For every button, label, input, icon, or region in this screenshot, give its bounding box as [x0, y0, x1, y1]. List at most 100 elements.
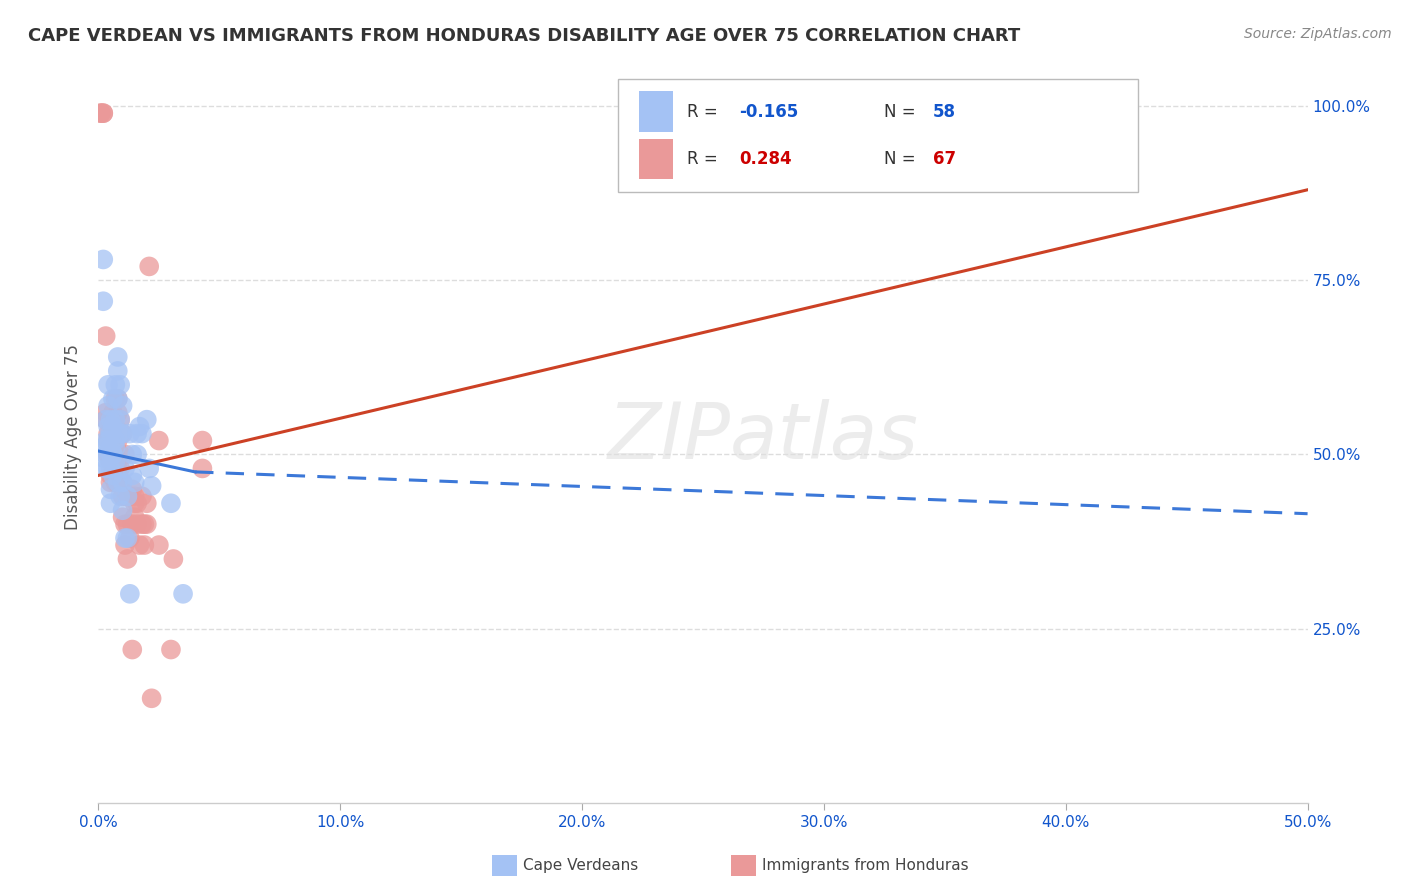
Point — [97, 448, 120, 462]
Point — [117, 552, 139, 566]
Point — [94, 434, 117, 448]
Point — [97, 434, 120, 448]
Point — [117, 531, 139, 545]
Point — [117, 489, 139, 503]
Point — [108, 426, 131, 441]
Point — [107, 475, 129, 490]
Point — [97, 419, 120, 434]
Point — [121, 642, 143, 657]
Point — [94, 406, 117, 420]
Point — [134, 538, 156, 552]
Point — [91, 106, 114, 120]
Point — [97, 448, 120, 462]
Point — [100, 468, 122, 483]
Point — [131, 426, 153, 441]
Point — [127, 517, 149, 532]
Point — [138, 260, 160, 274]
Point — [124, 475, 146, 490]
Point — [108, 412, 131, 426]
Point — [91, 441, 114, 455]
Point — [101, 392, 124, 406]
Point — [131, 517, 153, 532]
Point — [101, 448, 124, 462]
Point — [108, 412, 131, 426]
Text: N =: N = — [884, 103, 921, 120]
Point — [191, 461, 214, 475]
Point — [108, 377, 131, 392]
Point — [101, 406, 124, 420]
Point — [100, 475, 122, 490]
Point — [127, 496, 149, 510]
Point — [117, 489, 139, 503]
Point — [111, 399, 134, 413]
Point — [100, 434, 122, 448]
Text: R =: R = — [688, 150, 723, 168]
Point — [101, 426, 124, 441]
Point — [148, 538, 170, 552]
Point — [91, 450, 114, 465]
Point — [100, 454, 122, 468]
Point — [101, 448, 124, 462]
Point — [135, 412, 157, 426]
Point — [97, 399, 120, 413]
Point — [91, 106, 114, 120]
Text: CAPE VERDEAN VS IMMIGRANTS FROM HONDURAS DISABILITY AGE OVER 75 CORRELATION CHAR: CAPE VERDEAN VS IMMIGRANTS FROM HONDURAS… — [28, 27, 1021, 45]
Point — [97, 461, 120, 475]
Point — [104, 441, 127, 455]
Point — [135, 496, 157, 510]
Point — [100, 496, 122, 510]
Bar — [638, 92, 673, 132]
Point — [121, 517, 143, 532]
Point — [127, 448, 149, 462]
Point — [104, 475, 127, 490]
Point — [114, 448, 136, 462]
Point — [131, 489, 153, 503]
Point — [141, 691, 163, 706]
Point — [91, 252, 114, 267]
Point — [118, 489, 141, 503]
Point — [104, 392, 127, 406]
Text: -0.165: -0.165 — [740, 103, 799, 120]
Text: Immigrants from Honduras: Immigrants from Honduras — [762, 858, 969, 872]
Point — [124, 510, 146, 524]
Point — [90, 106, 112, 120]
Point — [104, 434, 127, 448]
Point — [107, 434, 129, 448]
Point — [97, 426, 120, 441]
Point — [94, 448, 117, 462]
Point — [94, 461, 117, 475]
Point — [104, 448, 127, 462]
Point — [135, 517, 157, 532]
Point — [94, 412, 117, 426]
Point — [114, 531, 136, 545]
Point — [162, 552, 184, 566]
Point — [191, 434, 214, 448]
Point — [108, 448, 131, 462]
Text: ZIPatlas: ZIPatlas — [607, 399, 920, 475]
Point — [111, 475, 134, 490]
Point — [111, 510, 134, 524]
Point — [148, 434, 170, 448]
Point — [117, 517, 139, 532]
Point — [108, 489, 131, 503]
Bar — [638, 139, 673, 179]
Point — [90, 106, 112, 120]
Point — [100, 412, 122, 426]
Point — [107, 392, 129, 406]
Point — [111, 503, 134, 517]
Point — [114, 538, 136, 552]
Point — [104, 454, 127, 468]
Text: 67: 67 — [932, 150, 956, 168]
Point — [94, 329, 117, 343]
Point — [108, 426, 131, 441]
Point — [101, 468, 124, 483]
Point — [124, 496, 146, 510]
Point — [94, 412, 117, 426]
Point — [121, 468, 143, 483]
Text: Cape Verdeans: Cape Verdeans — [523, 858, 638, 872]
Point — [100, 412, 122, 426]
Point — [100, 483, 122, 497]
Point — [138, 461, 160, 475]
Point — [104, 412, 127, 426]
Point — [114, 517, 136, 532]
